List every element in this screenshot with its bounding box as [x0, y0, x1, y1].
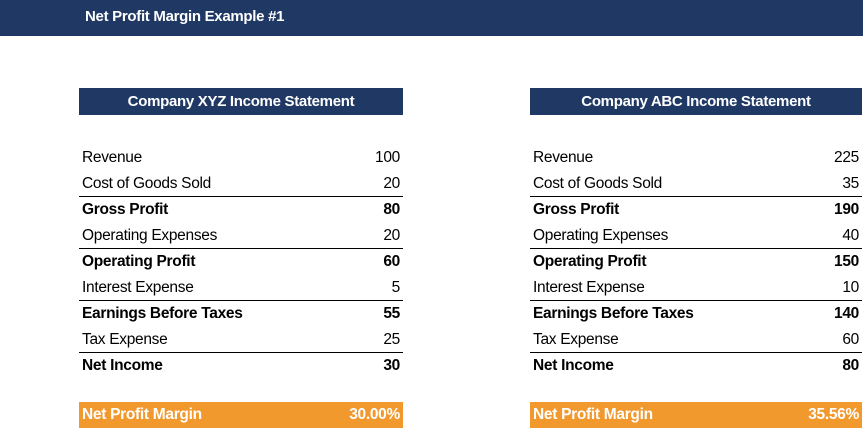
row-value: 140 [834, 305, 859, 322]
row-value: 80 [842, 357, 859, 374]
row-value: 5 [391, 278, 401, 296]
page-title: Net Profit Margin Example #1 [85, 8, 285, 25]
row-net-income: Net Income 80 [530, 353, 862, 379]
row-value: 60 [383, 253, 400, 270]
row-label: Operating Expenses [82, 226, 218, 244]
row-label: Operating Profit [82, 253, 196, 270]
row-operating-profit: Operating Profit 150 [530, 249, 862, 275]
row-value: 30 [383, 357, 400, 374]
row-gross-profit: Gross Profit 80 [79, 197, 403, 223]
margin-label: Net Profit Margin [82, 406, 202, 423]
row-value: 20 [383, 226, 400, 244]
row-label: Revenue [533, 149, 593, 166]
row-value: 80 [383, 201, 400, 218]
row-cogs: Cost of Goods Sold 20 [79, 171, 403, 197]
statement-rows: Revenue 100 Cost of Goods Sold 20 Gross Pr… [79, 145, 403, 379]
row-label: Gross Profit [82, 201, 168, 218]
row-label: Gross Profit [533, 201, 619, 218]
row-label: Cost of Goods Sold [82, 174, 212, 192]
row-label: Cost of Goods Sold [533, 174, 663, 192]
row-gross-profit: Gross Profit 190 [530, 197, 862, 223]
row-value: 25 [383, 330, 400, 348]
title-banner: Net Profit Margin Example #1 [0, 0, 863, 36]
row-value: 20 [383, 174, 400, 192]
row-operating-expenses: Operating Expenses 40 [530, 223, 862, 249]
row-revenue: Revenue 100 [79, 145, 403, 171]
row-ebt: Earnings Before Taxes 140 [530, 301, 862, 327]
net-profit-margin-bar: Net Profit Margin 30.00% [79, 402, 403, 428]
row-label: Revenue [82, 149, 142, 166]
row-value: 40 [842, 226, 859, 244]
row-value: 60 [842, 330, 859, 348]
row-operating-profit: Operating Profit 60 [79, 249, 403, 275]
row-tax-expense: Tax Expense 60 [530, 327, 862, 353]
row-value: 100 [375, 149, 400, 166]
margin-label: Net Profit Margin [533, 406, 653, 423]
row-label: Earnings Before Taxes [82, 305, 243, 322]
statement-abc: Company ABC Income Statement Revenue 225 … [530, 88, 862, 428]
statement-header: Company ABC Income Statement [530, 88, 862, 115]
row-interest-expense: Interest Expense 10 [530, 275, 862, 301]
row-operating-expenses: Operating Expenses 20 [79, 223, 403, 249]
row-label: Operating Profit [533, 253, 647, 270]
margin-value: 35.56% [808, 406, 859, 423]
margin-value: 30.00% [349, 406, 400, 423]
row-value: 10 [842, 278, 859, 296]
row-label: Tax Expense [82, 330, 168, 348]
row-value: 150 [834, 253, 859, 270]
net-profit-margin-bar: Net Profit Margin 35.56% [530, 402, 862, 428]
row-label: Operating Expenses [533, 226, 669, 244]
row-cogs: Cost of Goods Sold 35 [530, 171, 862, 197]
row-value: 35 [842, 174, 859, 192]
statement-header: Company XYZ Income Statement [79, 88, 403, 115]
row-net-income: Net Income 30 [79, 353, 403, 379]
row-revenue: Revenue 225 [530, 145, 862, 171]
row-label: Net Income [533, 357, 614, 374]
row-tax-expense: Tax Expense 25 [79, 327, 403, 353]
row-value: 225 [834, 149, 859, 166]
row-label: Earnings Before Taxes [533, 305, 694, 322]
row-interest-expense: Interest Expense 5 [79, 275, 403, 301]
row-label: Tax Expense [533, 330, 619, 348]
row-ebt: Earnings Before Taxes 55 [79, 301, 403, 327]
row-label: Interest Expense [533, 278, 645, 296]
row-value: 55 [383, 305, 400, 322]
row-label: Net Income [82, 357, 163, 374]
statement-xyz: Company XYZ Income Statement Revenue 100 … [79, 88, 403, 428]
statement-rows: Revenue 225 Cost of Goods Sold 35 Gross Pr… [530, 145, 862, 379]
row-label: Interest Expense [82, 278, 194, 296]
row-value: 190 [834, 201, 859, 218]
